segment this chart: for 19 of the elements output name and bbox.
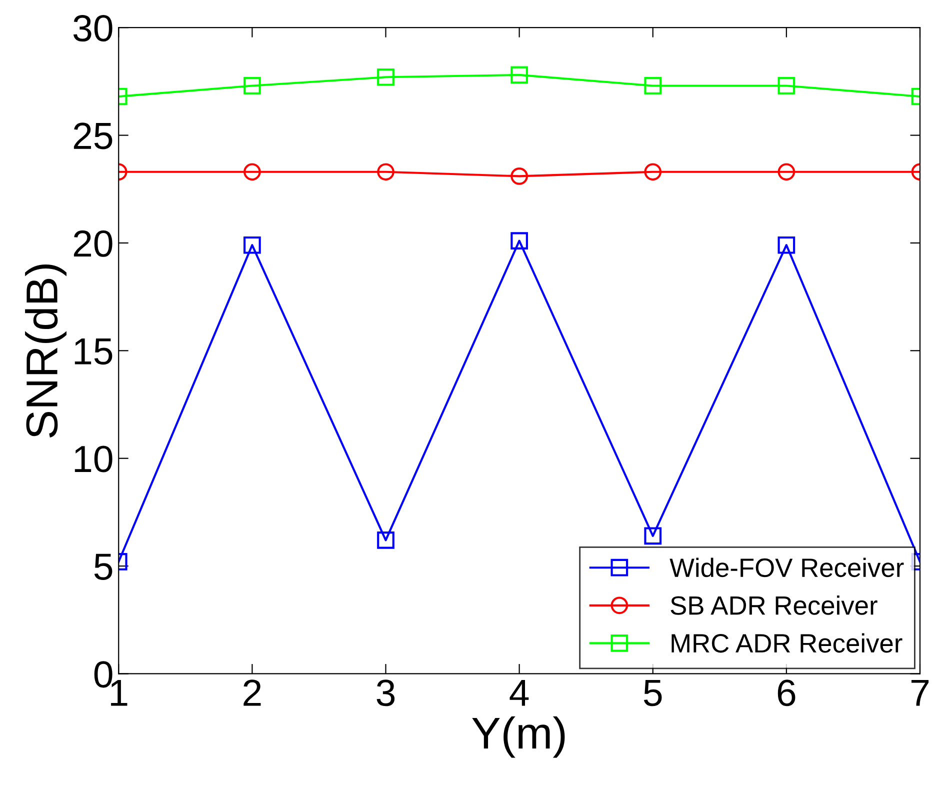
- y-tick-label: 30: [73, 14, 112, 42]
- x-tick-label: 2: [244, 680, 261, 706]
- y-tick-label: 5: [94, 554, 112, 580]
- y-tick-label: 0: [94, 661, 112, 688]
- legend-label: Wide-FOV Receiver: [670, 558, 904, 578]
- legend-label: MRC ADR Receiver: [672, 633, 902, 653]
- x-tick-label: 7: [911, 680, 929, 706]
- x-tick-label: 3: [376, 680, 395, 706]
- legend-label: SB ADR Receiver: [670, 596, 878, 615]
- y-tick-label: 15: [74, 338, 112, 365]
- x-tick-label: 1: [111, 680, 128, 706]
- y-tick-label: 10: [74, 446, 112, 472]
- x-tick-label: 6: [778, 680, 796, 706]
- y-tick-label: 20: [74, 230, 112, 257]
- x-tick-label: 5: [644, 680, 662, 706]
- y-axis-title: SNR(dB): [25, 264, 66, 438]
- x-axis-title: Y(m): [472, 716, 565, 758]
- x-tick-label: 4: [510, 680, 529, 706]
- y-tick-label: 25: [74, 122, 112, 150]
